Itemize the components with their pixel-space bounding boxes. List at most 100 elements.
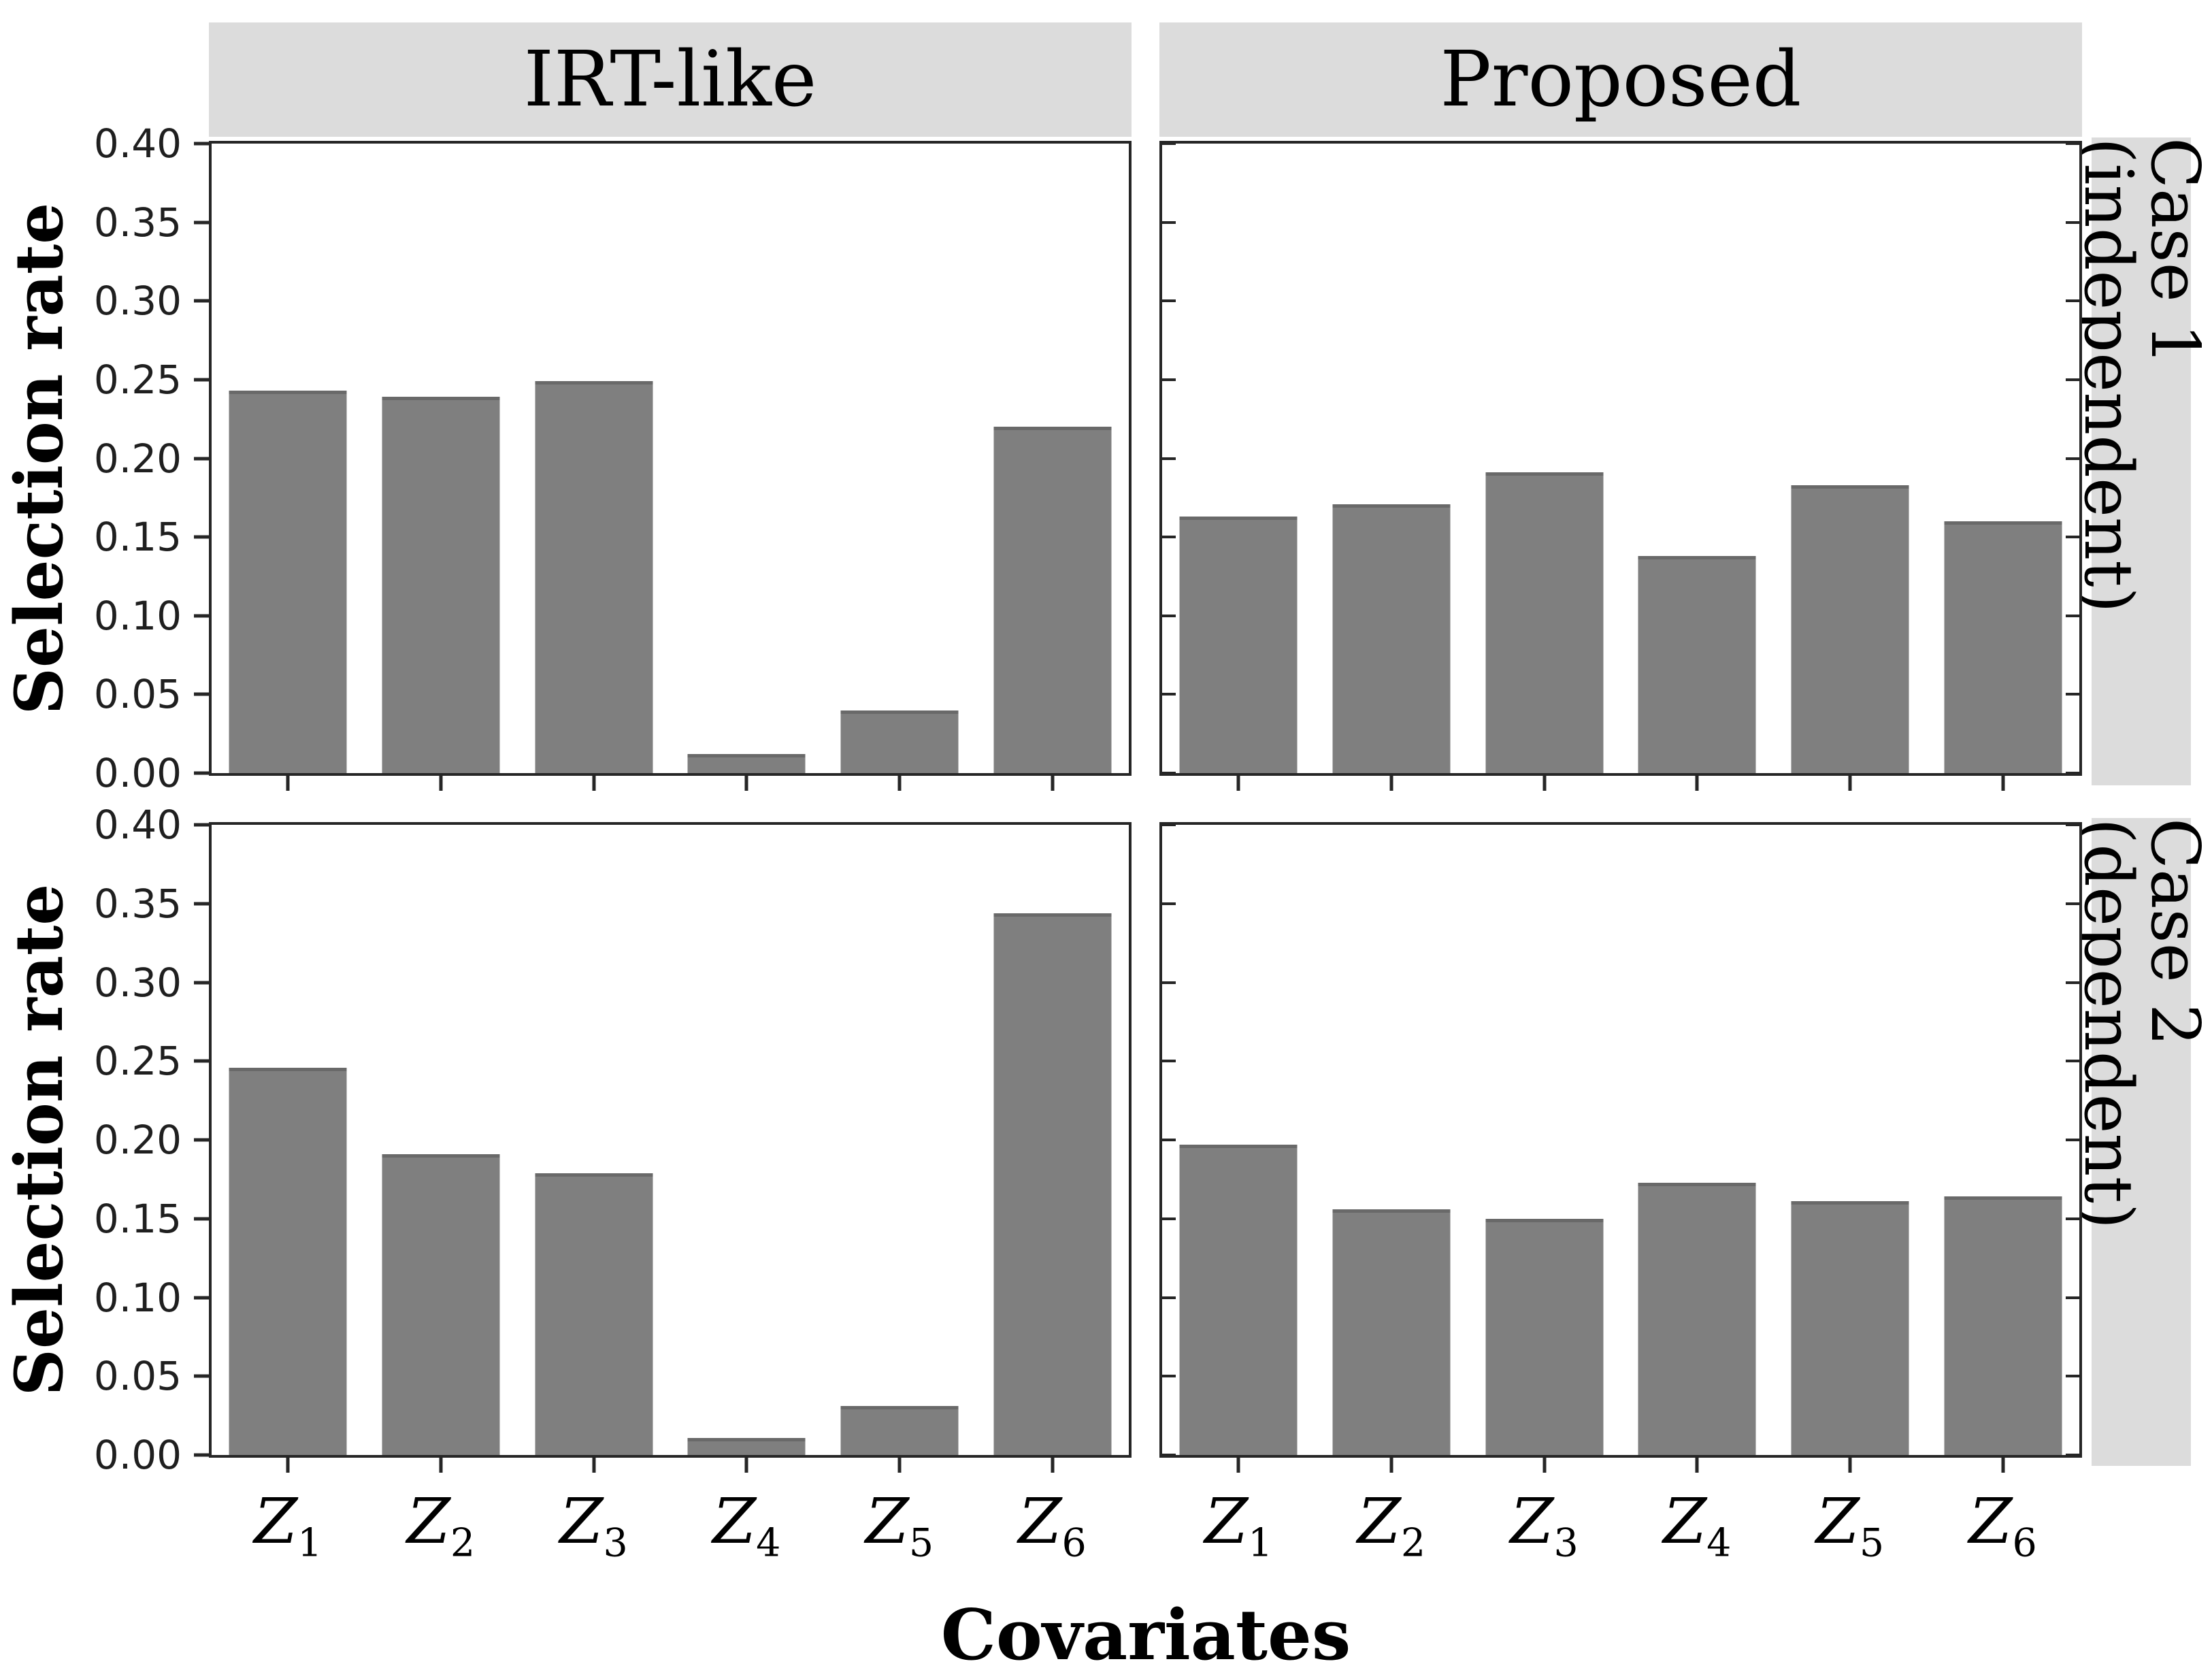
x-tick: [2001, 773, 2005, 791]
column-header-irt-like: IRT-like: [209, 22, 1132, 137]
bar-Z4: [1638, 1182, 1756, 1455]
y-tick-label: 0.35: [93, 880, 182, 927]
y-tick: [1162, 457, 1176, 460]
y-tick: [2066, 772, 2079, 774]
y-tick: [2066, 614, 2079, 617]
bar-Z6: [993, 427, 1112, 773]
bar-Z4: [687, 1437, 806, 1455]
bar-Z2: [1332, 504, 1451, 773]
x-tick: [1695, 773, 1699, 791]
y-tick: [194, 1059, 212, 1063]
y-tick: [194, 1217, 212, 1221]
x-tick-label-Z2: Z2: [1357, 1485, 1426, 1566]
bar-Z1: [1179, 517, 1298, 773]
y-tick-label: 0.25: [93, 356, 182, 403]
y-tick: [1162, 378, 1176, 381]
bar-Z4: [687, 754, 806, 773]
y-tick: [2066, 823, 2079, 826]
y-tick-label: 0.05: [93, 671, 182, 718]
y-tick: [2066, 981, 2079, 984]
y-tick: [2066, 142, 2079, 145]
row-header-case1-label: Case 1 (independent): [2069, 137, 2212, 613]
y-tick-label: 0.00: [93, 750, 182, 796]
panel-case2-irt-like: Z1 Z2 Z3 Z4 Z5 Z6 0.40 0.35 0.30 0.25 0.20 0.15 0.10…: [94, 805, 1132, 1563]
bar-Z1: [1179, 1144, 1298, 1455]
bar-Z5: [1791, 485, 1909, 773]
y-tick: [1162, 614, 1176, 617]
y-tick: [1162, 823, 1176, 826]
y-tick: [194, 457, 212, 460]
y-tick-label: 0.05: [93, 1353, 182, 1400]
y-tick: [2066, 902, 2079, 905]
y-tick: [194, 1453, 212, 1457]
y-tick: [1162, 536, 1176, 539]
y-tick: [194, 823, 212, 827]
y-tick: [194, 1138, 212, 1142]
column-header-irt-like-label: IRT-like: [523, 35, 817, 124]
x-tick-label-Z3: Z3: [1510, 1485, 1579, 1566]
y-tick-label: 0.40: [93, 120, 182, 167]
x-tick: [1848, 773, 1852, 791]
y-tick: [194, 142, 212, 146]
y-tick: [194, 1374, 212, 1378]
bar-Z3: [1485, 472, 1604, 773]
x-tick: [286, 773, 290, 791]
panel-case1-proposed: [1159, 141, 2082, 791]
column-header-proposed: Proposed: [1159, 22, 2082, 137]
y-tick: [2066, 220, 2079, 224]
row-header-case2-label: Case 2 (dependent): [2069, 818, 2212, 1230]
y-tick: [194, 220, 212, 225]
y-tick: [2066, 1217, 2079, 1220]
y-tick-label: 0.15: [93, 1195, 182, 1242]
y-axis-title-case1: Selection rate: [1, 202, 78, 715]
x-tick: [592, 1455, 596, 1473]
y-tick: [2066, 299, 2079, 303]
y-tick: [1162, 1139, 1176, 1141]
x-axis-title: Covariates: [940, 1595, 1351, 1668]
x-tick: [1236, 773, 1240, 791]
y-tick: [194, 299, 212, 303]
y-tick-label: 0.30: [93, 278, 182, 325]
y-tick-label: 0.20: [93, 435, 182, 482]
x-tick: [1848, 1455, 1852, 1473]
x-tick-label-Z4: Z4: [712, 1485, 781, 1566]
y-tick-label: 0.40: [93, 802, 182, 848]
row-header-case2: Case 2 (dependent): [2069, 818, 2212, 1466]
bar-Z2: [382, 397, 500, 773]
y-tick: [1162, 1060, 1176, 1063]
x-tick: [744, 1455, 748, 1473]
y-tick: [194, 1296, 212, 1299]
x-tick-label-Z1: Z1: [1204, 1485, 1273, 1566]
y-tick: [2066, 1375, 2079, 1378]
x-tick: [1542, 1455, 1547, 1473]
y-tick: [2066, 1139, 2079, 1141]
bar-Z6: [1944, 521, 2062, 773]
y-tick: [2066, 1296, 2079, 1299]
x-tick-label-Z6: Z6: [1018, 1485, 1087, 1566]
x-tick-label-Z4: Z4: [1663, 1485, 1732, 1566]
x-tick-label-Z2: Z2: [406, 1485, 476, 1566]
bar-Z5: [840, 1406, 959, 1455]
y-tick-label: 0.30: [93, 959, 182, 1006]
y-tick-label: 0.10: [93, 1274, 182, 1321]
x-tick-label-Z5: Z5: [865, 1485, 934, 1566]
y-tick-label: 0.25: [93, 1038, 182, 1085]
y-tick: [1162, 1454, 1176, 1456]
x-tick: [286, 1455, 290, 1473]
bar-Z1: [229, 1067, 347, 1455]
bar-Z5: [1791, 1201, 1909, 1455]
x-tick-label-Z6: Z6: [1968, 1485, 2037, 1566]
x-tick: [1542, 773, 1547, 791]
x-tick: [439, 773, 443, 791]
x-tick: [897, 773, 902, 791]
bar-Z3: [535, 381, 653, 773]
y-tick: [2066, 378, 2079, 381]
y-tick-label: 0.20: [93, 1117, 182, 1163]
y-tick-label: 0.10: [93, 592, 182, 639]
y-tick: [194, 614, 212, 618]
y-tick: [2066, 536, 2079, 539]
y-tick: [2066, 1454, 2079, 1456]
x-tick-label-Z1: Z1: [254, 1485, 323, 1566]
x-tick: [1389, 1455, 1393, 1473]
y-tick: [1162, 902, 1176, 905]
